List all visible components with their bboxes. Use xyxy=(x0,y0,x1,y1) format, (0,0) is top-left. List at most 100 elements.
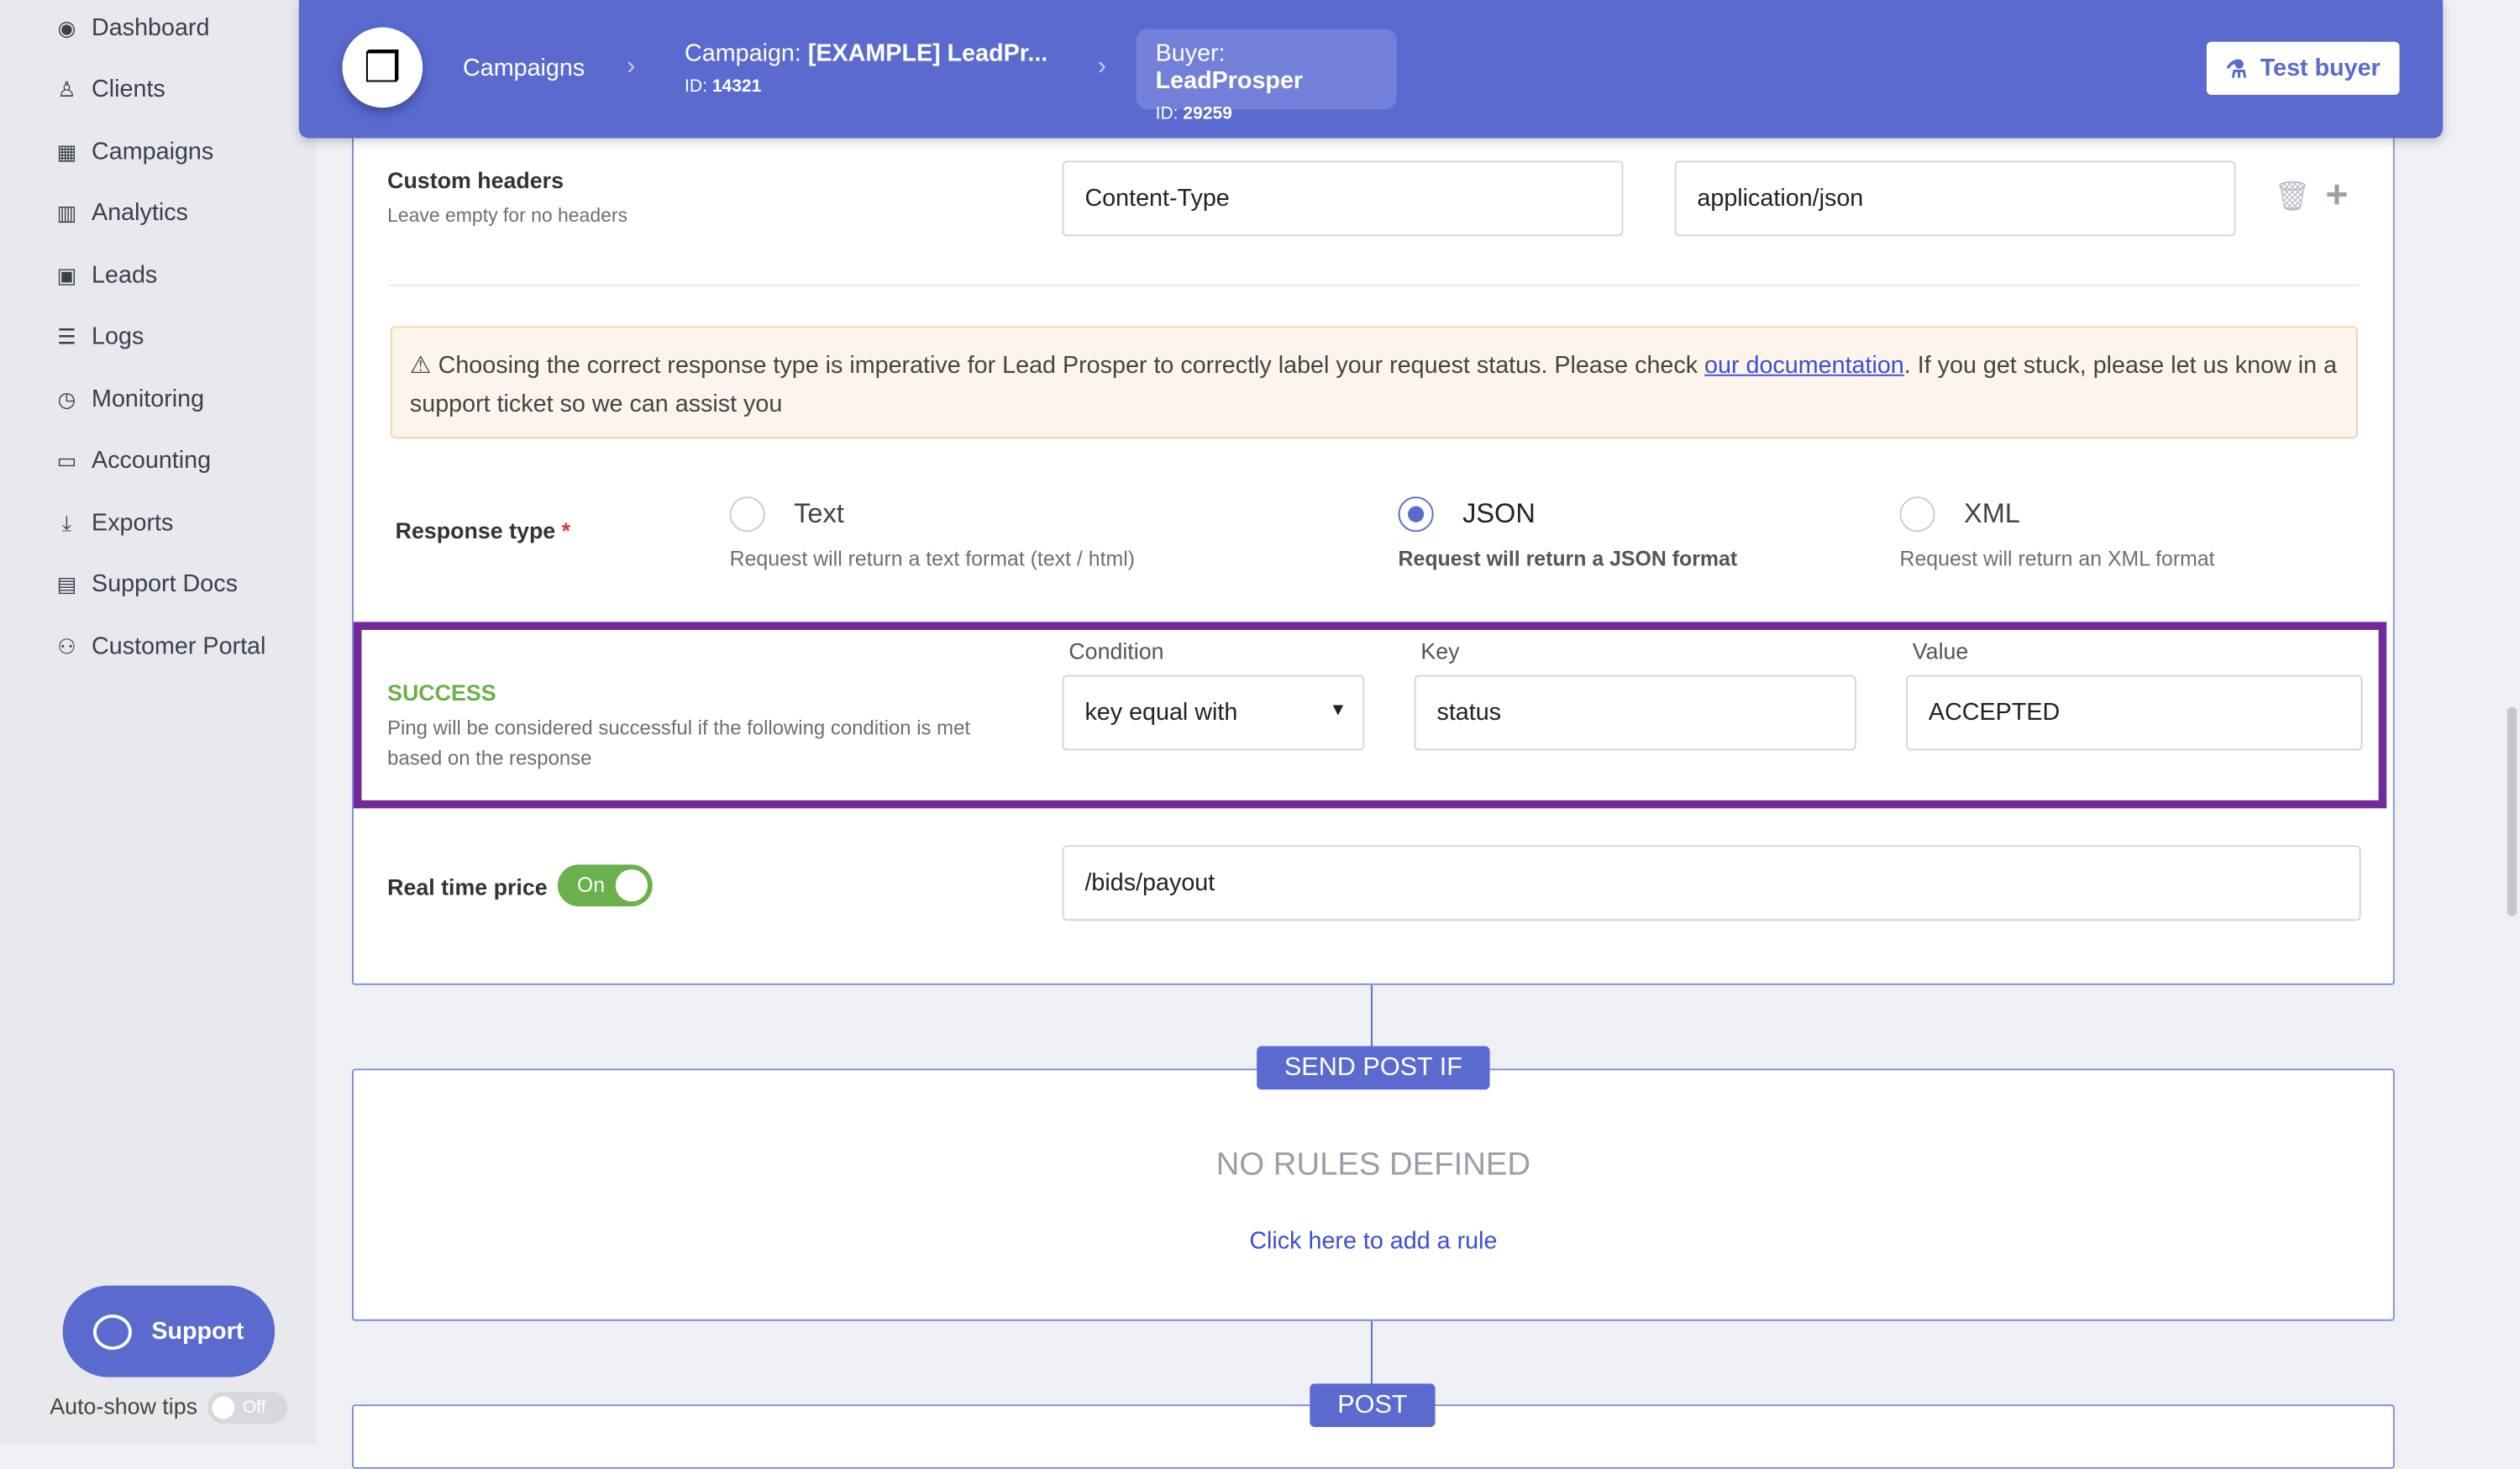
input-value: /bids/payout xyxy=(1084,869,1215,897)
post-tag: POST xyxy=(1310,1383,1436,1427)
key-input[interactable]: status xyxy=(1414,674,1856,751)
prefix: Buyer: xyxy=(1155,39,1226,68)
radio-text-label: Text xyxy=(794,498,844,529)
users-icon: ⚇ xyxy=(57,633,76,658)
custom-headers-label: Custom headers xyxy=(387,166,564,193)
download-icon: ⤓ xyxy=(61,510,71,535)
sidebar-item-label: Customer Portal xyxy=(92,632,266,661)
clock-icon: ◷ xyxy=(57,386,76,411)
plus-icon[interactable]: + xyxy=(2325,173,2349,218)
sidebar: ◉ Dashboard ♙ Clients ▦ Campaigns ▥ Analytic… xyxy=(0,0,317,1445)
flow-connector xyxy=(1371,984,1373,1069)
realtime-price-toggle[interactable]: On xyxy=(557,864,653,907)
radio-xml-desc: Request will return an XML format xyxy=(1899,546,2215,571)
radio-json[interactable] xyxy=(1398,496,1434,533)
input-value: application/json xyxy=(1697,185,1864,212)
prefix: Campaign: xyxy=(685,39,808,68)
label-text: Response type xyxy=(395,517,556,543)
realtime-price-label: Real time price xyxy=(387,874,548,900)
add-rule-link-wrap: Click here to add a rule xyxy=(354,1228,2393,1256)
bar-chart-icon: ▥ xyxy=(56,200,77,224)
sidebar-item-label: Leads xyxy=(92,261,158,290)
sidebar-item-label: Monitoring xyxy=(92,386,205,413)
alert-text-end: . If you get stuck, please let us know i… xyxy=(409,352,2338,418)
sidebar-item-monitoring[interactable]: ◷ Monitoring xyxy=(55,386,205,413)
sidebar-item-accounting[interactable]: ▭ Accounting xyxy=(55,447,211,475)
dashboard-icon: ◉ xyxy=(57,15,76,39)
radio-json-desc: Request will return a JSON format xyxy=(1398,546,1738,571)
campaign-name: [EXAMPLE] LeadPr... xyxy=(807,39,1048,68)
radio-text-desc: Request will return a text format (text … xyxy=(729,546,1136,571)
header-value-input[interactable]: application/json xyxy=(1674,160,2236,237)
scrollbar[interactable] xyxy=(2507,706,2517,916)
autoshow-tips-toggle[interactable]: Off xyxy=(207,1391,288,1424)
custom-headers-hint: Leave empty for no headers xyxy=(387,203,628,227)
success-title: SUCCESS xyxy=(387,679,496,706)
sidebar-item-logs[interactable]: ☰ Logs xyxy=(55,323,144,351)
top-header: ❒ Campaigns › Campaign: [EXAMPLE] LeadPr… xyxy=(298,0,2444,139)
header-key-input[interactable]: Content-Type xyxy=(1062,160,1624,237)
buyer-id: 29259 xyxy=(1183,104,1232,124)
prefix: ID: xyxy=(685,76,712,97)
support-button[interactable]: Support xyxy=(62,1285,276,1377)
main-content: Custom headers Leave empty for no header… xyxy=(316,0,2430,1469)
realtime-price-path-input[interactable]: /bids/payout xyxy=(1062,845,2361,921)
buyer-name: LeadProsper xyxy=(1155,67,1304,95)
list-icon: ☰ xyxy=(57,323,76,349)
ping-settings-card: Custom headers Leave empty for no header… xyxy=(352,96,2395,985)
sidebar-item-clients[interactable]: ♙ Clients xyxy=(55,76,165,103)
success-condition-section: SUCCESS Ping will be considered successf… xyxy=(353,622,2387,809)
cubes-icon: ▦ xyxy=(56,139,77,164)
caret-down-icon: ▼ xyxy=(1329,700,1347,721)
flow-connector xyxy=(1371,1320,1373,1405)
value-label: Value xyxy=(1912,637,1969,664)
divider xyxy=(389,284,2360,286)
condition-select[interactable]: key equal with ▼ xyxy=(1062,674,1365,751)
prefix: ID: xyxy=(1155,104,1184,124)
radio-json-label: JSON xyxy=(1462,498,1536,529)
autoshow-tips-label: Auto-show tips xyxy=(50,1393,198,1419)
documentation-link[interactable]: our documentation xyxy=(1704,352,1904,380)
breadcrumb-campaign[interactable]: Campaign: [EXAMPLE] LeadPr... ID: 14321 xyxy=(685,40,1047,97)
select-value: key equal with xyxy=(1084,699,1238,727)
required-marker: * xyxy=(561,517,571,543)
sidebar-item-support-docs[interactable]: ▤ Support Docs xyxy=(55,570,238,598)
support-label: Support xyxy=(151,1317,244,1346)
sidebar-item-label: Logs xyxy=(92,323,144,351)
sidebar-item-dashboard[interactable]: ◉ Dashboard xyxy=(55,14,210,42)
sidebar-item-leads[interactable]: ▣ Leads xyxy=(55,261,158,290)
value-input[interactable]: ACCEPTED xyxy=(1906,674,2363,751)
success-desc: Ping will be considered successful if th… xyxy=(387,716,971,770)
chevron-right-icon: › xyxy=(1097,53,1106,81)
radio-text[interactable] xyxy=(729,496,765,533)
breadcrumb-campaigns[interactable]: Campaigns xyxy=(463,55,585,82)
sidebar-item-label: Analytics xyxy=(92,199,188,227)
sidebar-item-analytics[interactable]: ▥ Analytics xyxy=(55,199,188,227)
breadcrumb-buyer[interactable]: Buyer: LeadProsper ID: 29259 xyxy=(1136,29,1397,123)
radio-xml[interactable] xyxy=(1899,496,1935,533)
trash-icon[interactable]: 🗑︎ xyxy=(2274,180,2312,212)
toggle-state: On xyxy=(576,872,606,897)
cubes-logo-icon[interactable]: ❒ xyxy=(342,27,423,108)
sidebar-item-label: Exports xyxy=(92,509,174,538)
test-buyer-button[interactable]: ⚗ Test buyer xyxy=(2206,41,2400,95)
flask-icon: ⚗ xyxy=(2225,55,2248,83)
chevron-right-icon: › xyxy=(627,53,636,81)
response-type-label: Response type * xyxy=(396,517,570,543)
no-rules-text: NO RULES DEFINED xyxy=(1215,1147,1531,1183)
input-value: Content-Type xyxy=(1084,185,1230,212)
user-icon: ♙ xyxy=(57,76,76,101)
sidebar-item-label: Support Docs xyxy=(92,570,238,598)
key-label: Key xyxy=(1420,637,1460,664)
sidebar-item-campaigns[interactable]: ▦ Campaigns xyxy=(55,139,214,166)
sidebar-item-exports[interactable]: ⤓ Exports xyxy=(55,510,173,538)
sidebar-item-label: Dashboard xyxy=(92,14,210,42)
send-post-if-tag: SEND POST IF xyxy=(1257,1046,1490,1090)
sidebar-item-label: Accounting xyxy=(92,446,212,475)
toggle-state: Off xyxy=(242,1398,266,1418)
add-rule-link[interactable]: Click here to add a rule xyxy=(1249,1227,1498,1256)
sidebar-item-customer-portal[interactable]: ⚇ Customer Portal xyxy=(55,633,265,661)
money-icon: ▭ xyxy=(56,447,77,472)
book-icon: ▤ xyxy=(56,571,77,595)
chat-icon xyxy=(93,1314,133,1350)
